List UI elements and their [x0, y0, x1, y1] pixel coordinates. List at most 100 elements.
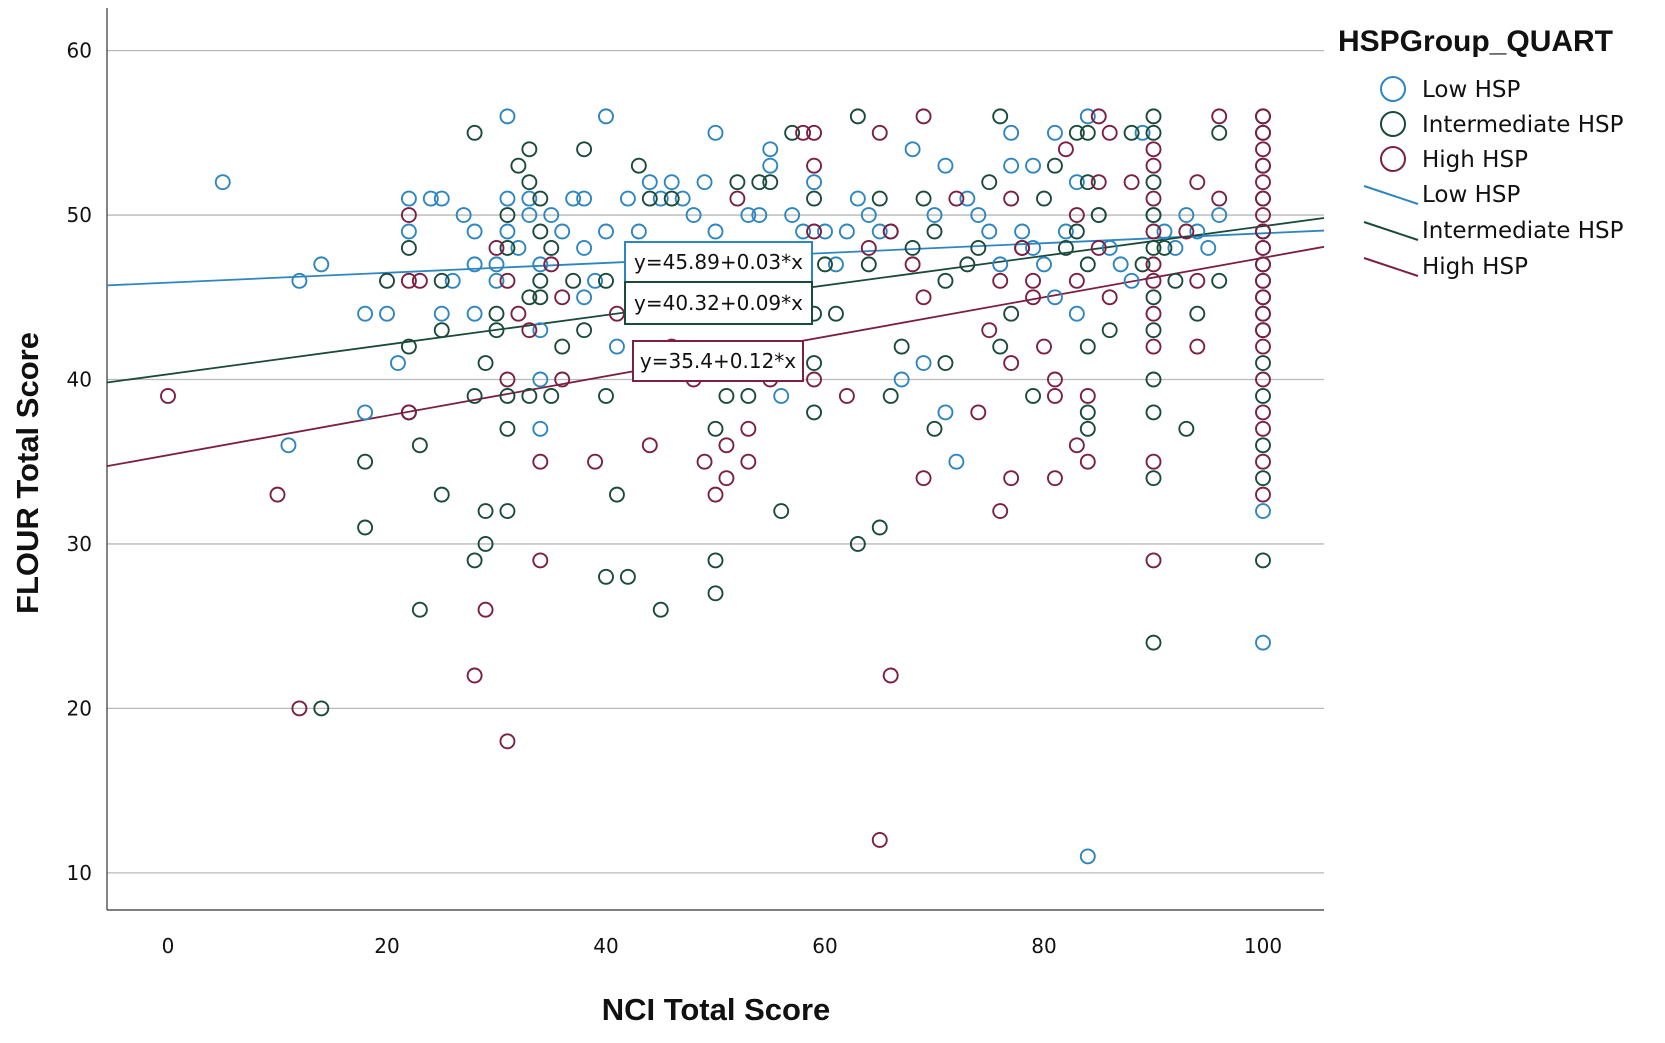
point-low-hsp — [565, 190, 582, 207]
point-intermediate-hsp — [1003, 305, 1020, 322]
point-low-hsp — [740, 207, 757, 224]
point-intermediate-hsp — [1255, 387, 1271, 404]
point-high-hsp — [1255, 190, 1271, 207]
point-low-hsp — [576, 190, 593, 207]
point-intermediate-hsp — [707, 585, 724, 602]
point-low-hsp — [444, 272, 461, 289]
point-high-hsp — [729, 190, 746, 207]
point-intermediate-hsp — [400, 338, 417, 355]
point-high-hsp — [970, 404, 987, 421]
point-intermediate-hsp — [871, 519, 888, 536]
point-intermediate-hsp — [598, 568, 614, 585]
point-high-hsp — [1090, 108, 1107, 125]
legend-item-marker-high-hsp: High HSP — [1380, 146, 1528, 173]
point-intermediate-hsp — [532, 289, 549, 306]
point-intermediate-hsp — [576, 322, 593, 339]
point-intermediate-hsp — [313, 700, 330, 717]
point-low-hsp — [795, 223, 812, 240]
point-low-hsp — [1003, 157, 1020, 174]
point-high-hsp — [1025, 289, 1042, 306]
point-intermediate-hsp — [882, 387, 899, 404]
point-high-hsp — [1090, 174, 1107, 191]
point-high-hsp — [1255, 141, 1271, 158]
point-low-hsp — [466, 305, 483, 322]
point-high-hsp — [1255, 338, 1271, 355]
point-intermediate-hsp — [1145, 124, 1162, 141]
point-high-hsp — [400, 404, 417, 421]
point-intermediate-hsp — [466, 387, 483, 404]
point-low-hsp — [587, 272, 603, 289]
point-intermediate-hsp — [1046, 157, 1063, 174]
point-intermediate-hsp — [784, 124, 801, 141]
point-intermediate-hsp — [433, 272, 450, 289]
point-high-hsp — [1046, 387, 1063, 404]
point-low-hsp — [357, 404, 374, 421]
point-high-hsp — [871, 832, 888, 848]
point-intermediate-hsp — [828, 305, 844, 322]
point-high-hsp — [543, 256, 560, 273]
equation-label: y=35.4+0.12*x — [640, 349, 796, 373]
point-intermediate-hsp — [499, 387, 516, 404]
point-low-hsp — [1156, 223, 1173, 240]
point-low-hsp — [838, 223, 855, 240]
legend-label: Low HSP — [1422, 77, 1520, 103]
point-intermediate-hsp — [1145, 322, 1162, 339]
point-low-hsp — [1079, 108, 1096, 125]
point-low-hsp — [499, 190, 516, 207]
point-high-hsp — [806, 157, 822, 174]
point-high-hsp — [981, 322, 998, 339]
point-intermediate-hsp — [740, 387, 757, 404]
point-high-hsp — [1255, 453, 1271, 470]
point-intermediate-hsp — [1145, 634, 1162, 651]
point-low-hsp — [1036, 256, 1052, 273]
point-low-hsp — [630, 223, 647, 240]
point-intermediate-hsp — [806, 404, 822, 421]
point-intermediate-hsp — [926, 223, 943, 240]
point-intermediate-hsp — [1255, 470, 1271, 487]
equation-box — [624, 281, 813, 325]
point-intermediate-hsp — [1211, 124, 1228, 141]
point-high-hsp — [806, 371, 822, 388]
point-high-hsp — [488, 239, 505, 256]
point-low-hsp — [1014, 223, 1031, 240]
point-high-hsp — [400, 207, 417, 224]
point-intermediate-hsp — [357, 519, 374, 536]
point-intermediate-hsp — [1255, 437, 1271, 454]
point-high-hsp — [1057, 141, 1074, 158]
point-intermediate-hsp — [521, 174, 538, 191]
y-tick-label: 60 — [67, 39, 92, 63]
point-low-hsp — [1211, 207, 1228, 224]
x-tick-label: 80 — [1031, 934, 1056, 958]
point-low-hsp — [849, 190, 866, 207]
point-low-hsp — [433, 190, 450, 207]
point-intermediate-hsp — [1255, 552, 1271, 569]
point-low-hsp — [1025, 157, 1042, 174]
point-intermediate-hsp — [1079, 256, 1096, 273]
point-intermediate-hsp — [543, 387, 560, 404]
point-high-hsp — [641, 437, 658, 454]
point-intermediate-hsp — [1134, 256, 1151, 273]
point-high-hsp — [1255, 207, 1271, 224]
point-low-hsp — [696, 174, 713, 191]
point-intermediate-hsp — [532, 272, 549, 289]
point-intermediate-hsp — [1211, 272, 1228, 289]
point-high-hsp — [1014, 239, 1031, 256]
point-intermediate-hsp — [1025, 387, 1042, 404]
point-low-hsp — [860, 207, 877, 224]
point-intermediate-hsp — [1178, 420, 1195, 437]
x-tick-labels: 0 20 40 60 80 100 — [162, 934, 1282, 958]
point-intermediate-hsp — [1145, 207, 1162, 224]
legend-line-swatch — [1363, 257, 1419, 277]
point-high-hsp — [1255, 239, 1271, 256]
point-high-hsp — [948, 190, 965, 207]
point-high-hsp — [1255, 289, 1271, 306]
point-high-hsp — [1145, 141, 1162, 158]
point-intermediate-hsp — [433, 322, 450, 339]
legend: HSPGroup_QUART Low HSP Intermediate HSP Hi… — [1338, 25, 1624, 280]
point-low-hsp — [751, 207, 768, 224]
fit-equation-intermediate-hsp: y=40.32+0.09*x — [624, 281, 813, 325]
point-low-hsp — [915, 355, 932, 372]
point-high-hsp — [499, 371, 516, 388]
point-high-hsp — [1255, 486, 1271, 503]
point-low-hsp — [554, 223, 571, 240]
